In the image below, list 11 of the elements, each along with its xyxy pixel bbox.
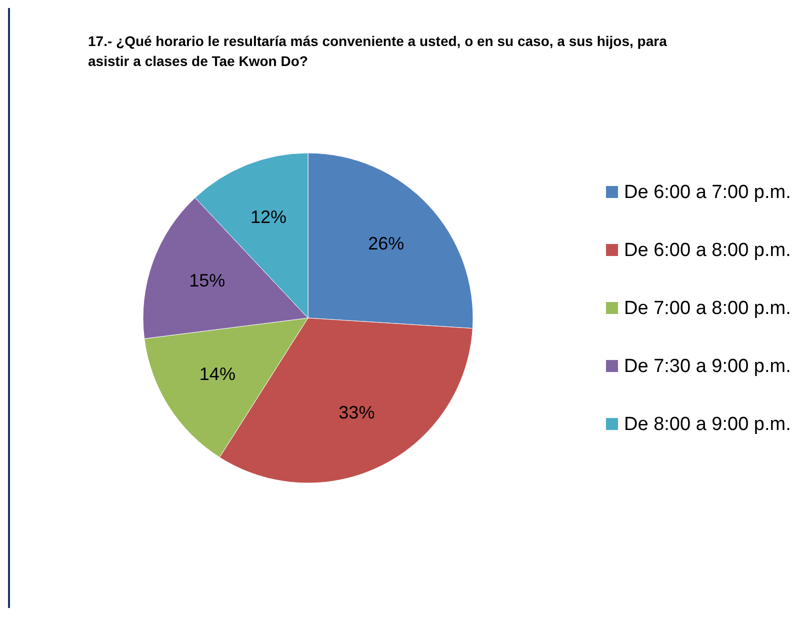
data-label: 15%: [189, 270, 226, 290]
legend-label: De 8:00 a 9:00 p.m.: [624, 414, 791, 436]
legend-label: De 7:30 a 9:00 p.m.: [624, 356, 791, 378]
data-label: 26%: [368, 233, 404, 254]
legend-label: De 6:00 a 7:00 p.m.: [624, 182, 791, 204]
data-label: 33%: [338, 402, 375, 422]
data-label: 12%: [250, 207, 287, 228]
legend-label: De 7:00 a 8:00 p.m.: [624, 298, 791, 320]
data-label: 14%: [199, 364, 236, 384]
legend-label: De 6:00 a 8:00 p.m.: [624, 240, 791, 262]
chart-title: 17.- ¿Qué horario le resultaría más conveniente a usted, o en su caso, a sus hijos, para asistir a clases de Tae Kwon Do?: [88, 33, 668, 69]
